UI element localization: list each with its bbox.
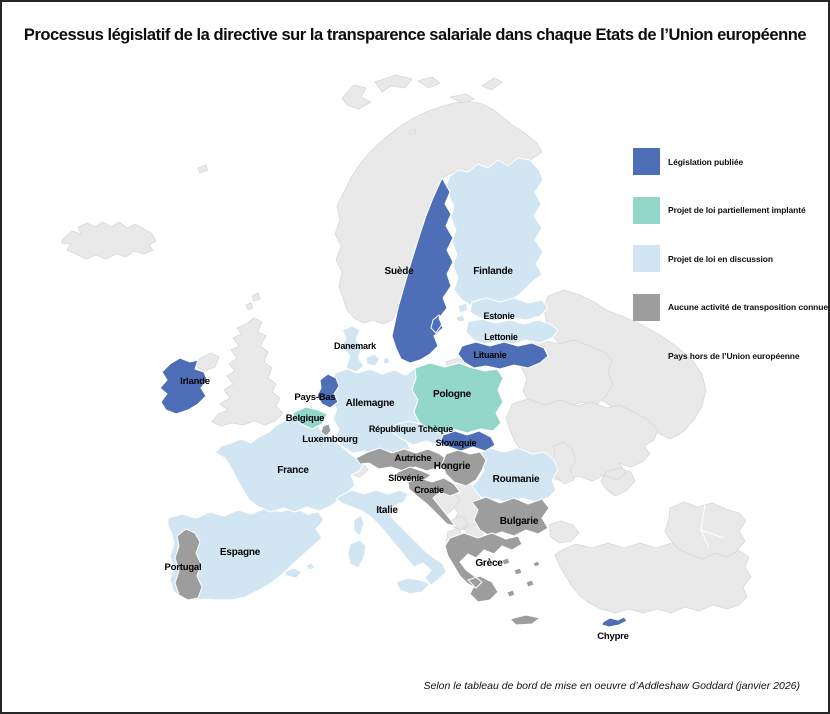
country-label-slovaquie: Slovaquie [436, 438, 477, 448]
country-label-france: France [277, 465, 309, 476]
region-non-eu-caucasus [664, 501, 747, 560]
legend-swatch-published [633, 148, 660, 175]
country-suede [391, 177, 454, 364]
legend-item-none: Aucune activité de transposition connue [633, 293, 828, 321]
country-finlande [446, 157, 544, 311]
country-bulgarie [471, 496, 550, 537]
country-label-roumanie: Roumanie [493, 474, 540, 485]
country-portugal [174, 528, 203, 601]
country-label-belgique: Belgique [286, 413, 325, 424]
country-label-lettonie: Lettonie [484, 332, 518, 342]
region-non-eu-svalbard [341, 74, 503, 136]
country-label-autriche: Autriche [395, 453, 432, 464]
country-pays_bas [316, 373, 340, 409]
country-estonie [455, 297, 549, 323]
country-espagne [167, 507, 325, 601]
country-danemark [341, 325, 391, 373]
region-non-eu-iceland [60, 221, 157, 260]
country-label-suede: Suède [384, 266, 414, 277]
country-lituanie [457, 341, 549, 370]
region-non-eu-northern-ireland [196, 352, 220, 372]
country-label-pologne: Pologne [433, 389, 472, 400]
country-slovaquie [439, 430, 496, 452]
legend-item-discussion: Projet de loi en discussion [633, 245, 828, 272]
legend-label: Projet de loi en discussion [668, 253, 773, 264]
legend-item-non_eu: Pays hors de l’Union européenne [633, 342, 828, 369]
legend: Législation publiée Projet de loi partiel… [633, 148, 828, 391]
country-label-hongrie: Hongrie [434, 461, 471, 472]
country-label-portugal: Portugal [165, 562, 202, 573]
country-label-irlande: Irlande [180, 376, 210, 387]
region-non-eu-caucasus-borders [700, 504, 725, 549]
country-lettonie [465, 318, 559, 345]
region-non-eu-united-kingdom [211, 292, 284, 427]
country-belgique [292, 406, 328, 430]
legend-label: Aucune activité de transposition connue [668, 302, 828, 312]
map-title: Processus législatif de la directive sur… [23, 26, 807, 44]
country-chypre [601, 616, 628, 628]
country-label-allemagne: Allemagne [346, 398, 395, 409]
region-non-eu-faroe [197, 164, 209, 174]
country-label-grece: Grèce [475, 558, 503, 569]
country-label-slovenie: Slovénie [388, 473, 424, 483]
country-label-finlande: Finlande [473, 266, 513, 277]
country-label-espagne: Espagne [220, 547, 261, 558]
source-note: Selon le tableau de bord de mise en oeuv… [423, 680, 801, 692]
country-hongrie [441, 449, 487, 487]
country-label-chypre: Chypre [597, 631, 629, 642]
country-luxembourg [320, 423, 332, 437]
country-label-croatie: Croatie [414, 485, 444, 495]
country-label-lituanie: Lituanie [474, 350, 507, 360]
country-croatie [407, 477, 461, 527]
legend-label: Projet de loi partiellement implanté [668, 205, 806, 215]
country-italie [335, 489, 447, 595]
country-grece [444, 532, 541, 626]
legend-swatch-non_eu [633, 342, 660, 369]
legend-swatch-partial [633, 196, 660, 224]
legend-label: Législation publiée [668, 156, 744, 167]
region-non-eu-norway [334, 100, 543, 325]
country-label-italie: Italie [376, 505, 398, 516]
legend-swatch-discussion [633, 245, 660, 272]
country-irlande [159, 357, 208, 415]
country-label-tcheque: République Tchèque [369, 424, 453, 434]
legend-label: Pays hors de l’Union européenne [668, 350, 800, 361]
country-label-danemark: Danemark [334, 341, 377, 351]
region-non-eu-turkey [548, 520, 752, 614]
country-label-bulgarie: Bulgarie [500, 516, 539, 527]
legend-swatch-none [633, 293, 660, 321]
country-label-estonie: Estonie [483, 311, 514, 321]
country-label-pays_bas: Pays-Bas [294, 392, 335, 403]
country-pologne [411, 362, 504, 434]
legend-item-partial: Projet de loi partiellement implanté [633, 196, 828, 224]
legend-item-published: Législation publiée [633, 148, 828, 175]
country-label-luxembourg: Luxembourg [302, 434, 358, 445]
